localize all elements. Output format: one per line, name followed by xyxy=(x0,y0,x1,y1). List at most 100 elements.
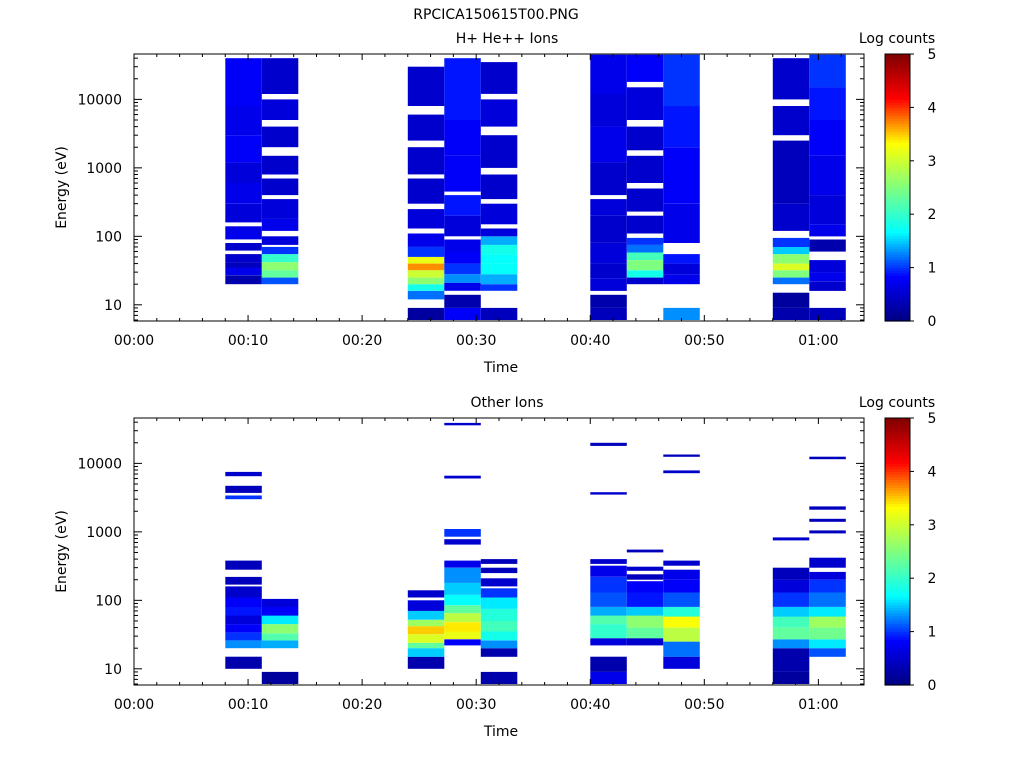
colorbar-band xyxy=(885,596,910,601)
heatmap-cell xyxy=(772,270,810,278)
heatmap-cell xyxy=(407,619,445,627)
panel-title: H+ He++ Ions xyxy=(456,31,559,47)
heatmap-cell xyxy=(225,254,262,263)
colorbar-band xyxy=(885,256,910,261)
colorbar-band xyxy=(885,487,910,491)
heatmap-cell xyxy=(261,640,299,649)
heatmap-cell xyxy=(772,627,810,640)
heatmap-cell xyxy=(480,608,518,621)
colorbar-band xyxy=(885,495,910,499)
heatmap-cell xyxy=(663,254,700,264)
colorbar-band xyxy=(885,615,910,619)
colorbar-band xyxy=(885,307,910,311)
colorbar-band xyxy=(885,519,910,523)
colorbar-band xyxy=(885,420,910,424)
colorbar-tick-label: 3 xyxy=(928,518,937,534)
figure-title: RPCICA150615T00.PNG xyxy=(413,7,578,23)
heatmap-cell xyxy=(590,215,627,243)
colorbar-band xyxy=(885,514,910,518)
y-tick-label: 10 xyxy=(104,298,122,314)
heatmap-cell xyxy=(225,607,262,616)
heatmap-cell xyxy=(590,54,627,94)
colorbar-band xyxy=(885,652,910,657)
heatmap-cell xyxy=(626,126,664,151)
heatmap-cell xyxy=(480,671,518,684)
heatmap-cell xyxy=(261,99,299,120)
colorbar-band xyxy=(885,94,910,98)
heatmap-cell xyxy=(444,263,481,275)
heatmap-cell xyxy=(261,58,299,94)
colorbar-band xyxy=(885,131,910,135)
colorbar-band xyxy=(885,78,910,82)
colorbar-band xyxy=(885,174,910,178)
heatmap-cell xyxy=(480,284,518,291)
heatmap-cell xyxy=(225,226,262,240)
heatmap-cell xyxy=(407,147,445,175)
heatmap-cell xyxy=(407,209,445,229)
heatmap-cell xyxy=(590,307,627,320)
colorbar-band xyxy=(885,168,910,173)
heatmap-cell xyxy=(261,254,299,263)
heatmap-cell xyxy=(590,638,627,646)
x-tick-label: 01:00 xyxy=(798,697,838,713)
heatmap-cell xyxy=(809,87,846,120)
heatmap-cell xyxy=(626,155,664,183)
colorbar-band xyxy=(885,158,910,162)
colorbar-band xyxy=(885,262,910,266)
heatmap-cell xyxy=(480,567,518,574)
heatmap-cell xyxy=(261,218,299,231)
heatmap-cell xyxy=(480,254,518,264)
colorbar-band xyxy=(885,144,910,149)
colorbar-tick-label: 5 xyxy=(928,411,937,427)
heatmap-cell xyxy=(480,307,518,320)
colorbar-band xyxy=(885,508,910,513)
heatmap-cell xyxy=(480,203,518,225)
heatmap-cell xyxy=(590,162,627,196)
heatmap-cell xyxy=(590,263,627,279)
colorbar-band xyxy=(885,227,910,231)
heatmap-cell xyxy=(626,188,664,212)
colorbar-band xyxy=(885,83,910,87)
x-tick-label: 00:30 xyxy=(456,697,496,713)
colorbar-band xyxy=(885,578,910,582)
colorbar-band xyxy=(885,548,910,553)
heatmap-cell xyxy=(225,203,262,223)
heatmap-cell xyxy=(590,607,627,616)
colorbar-band xyxy=(885,599,910,603)
heatmap-cell xyxy=(809,616,846,628)
colorbar-band xyxy=(885,671,910,675)
colorbar-band xyxy=(885,476,910,481)
heatmap-cell xyxy=(626,627,664,639)
colorbar-band xyxy=(885,522,910,526)
colorbar-band xyxy=(885,304,910,309)
heatmap-cell xyxy=(225,597,262,607)
heatmap-cell xyxy=(809,260,846,273)
colorbar-band xyxy=(885,243,910,247)
x-axis-label: Time xyxy=(483,724,518,740)
colorbar-band xyxy=(885,86,910,90)
colorbar-band xyxy=(885,203,910,207)
panel-h-he-ions: 00:00 00:10 00:20 00:30 00:40 00:50 01:0010100… xyxy=(54,31,937,376)
colorbar-band xyxy=(885,604,910,609)
colorbar-band xyxy=(885,235,910,239)
heatmap-cell xyxy=(444,215,481,237)
colorbar-band xyxy=(885,516,910,521)
colorbar-band xyxy=(885,56,910,60)
heatmap-cell xyxy=(261,262,299,271)
colorbar-band xyxy=(885,283,910,287)
colorbar-tick-label: 4 xyxy=(928,464,937,480)
heatmap-cell xyxy=(261,126,299,148)
heatmap-cell xyxy=(772,607,810,617)
heatmap-cell xyxy=(626,260,664,271)
heatmap-cell xyxy=(480,263,518,275)
colorbar-band xyxy=(885,434,910,438)
colorbar-band xyxy=(885,288,910,293)
colorbar-band xyxy=(885,447,910,451)
heatmap-cell xyxy=(772,579,810,593)
colorbar-band xyxy=(885,618,910,622)
y-tick-label: 10 xyxy=(104,662,122,678)
heatmap-cell xyxy=(225,656,262,669)
heatmap-cell xyxy=(407,307,445,320)
colorbar-band xyxy=(885,620,910,625)
colorbar-band xyxy=(885,70,910,74)
